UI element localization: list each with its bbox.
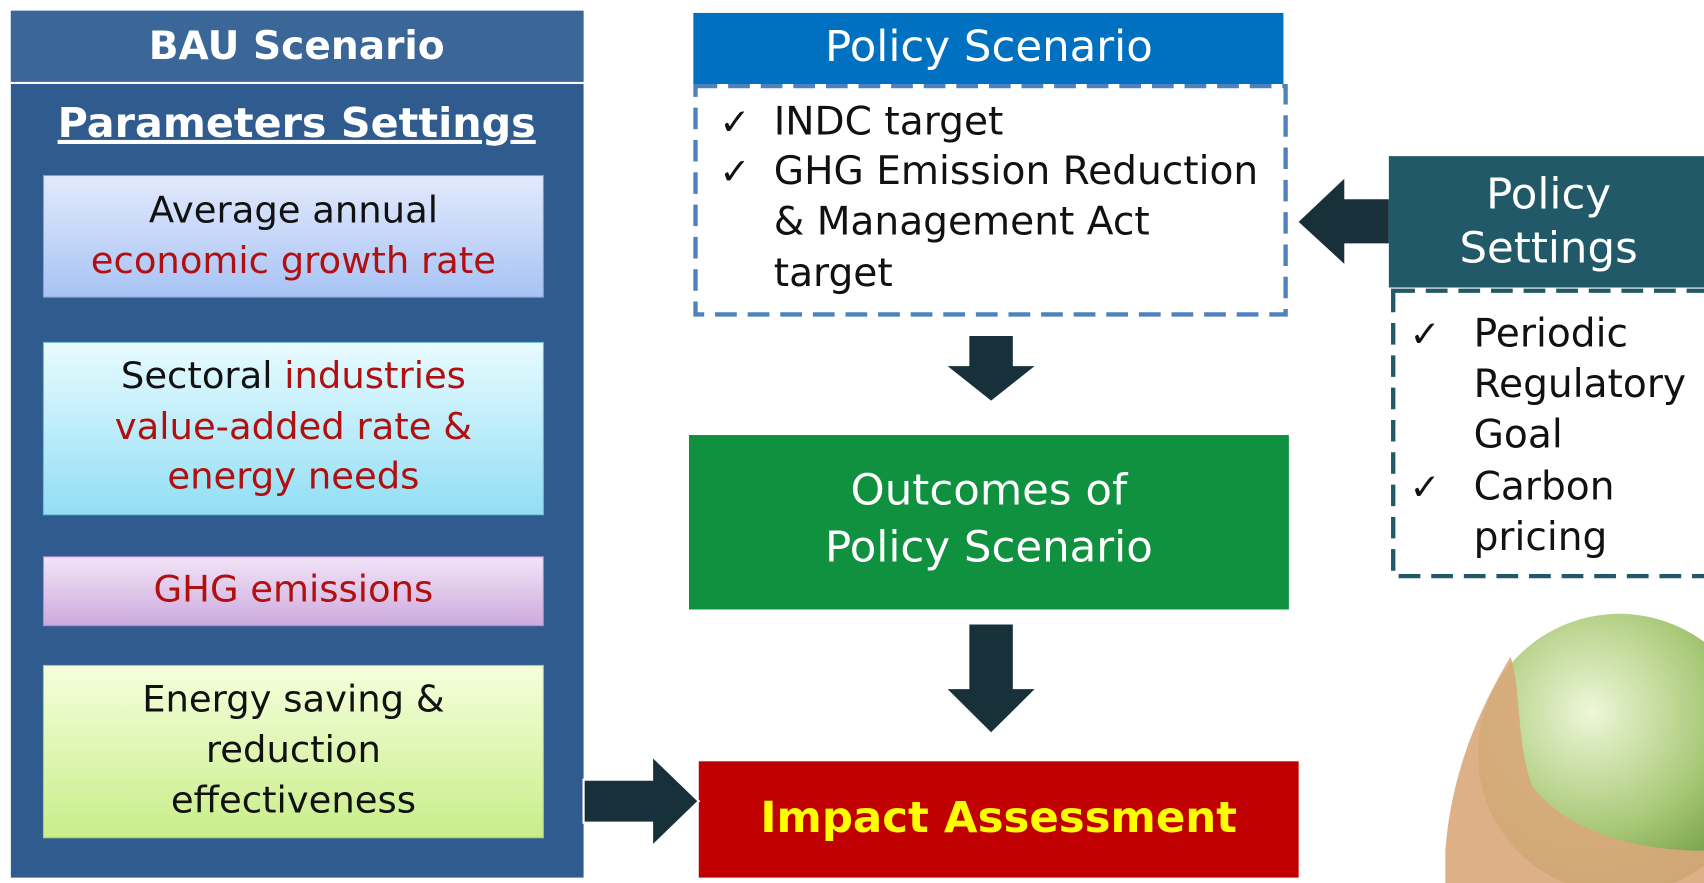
item-text: Carbon bbox=[1474, 464, 1615, 509]
arrow bbox=[1299, 179, 1389, 264]
item-text: target bbox=[774, 251, 893, 296]
item-text: Goal bbox=[1474, 413, 1563, 458]
item-text: GHG Emission Reduction bbox=[774, 149, 1258, 194]
policy-scenario-title: Policy Scenario bbox=[825, 22, 1153, 72]
bau-title: BAU Scenario bbox=[149, 24, 445, 69]
page: BAU Scenario Parameters Settings Average… bbox=[0, 0, 1704, 883]
arrow bbox=[948, 625, 1035, 733]
bullet: ✓ bbox=[719, 150, 750, 193]
item-text: & Management Act bbox=[774, 200, 1150, 245]
arrow bbox=[584, 756, 699, 846]
outcomes-text: Policy Scenario bbox=[825, 523, 1153, 573]
param-text-part: industries bbox=[284, 353, 466, 396]
item-text: Periodic bbox=[1474, 312, 1628, 357]
param-text: effectiveness bbox=[171, 779, 416, 822]
arrow bbox=[948, 336, 1035, 401]
policy-settings-title: Policy bbox=[1486, 170, 1611, 220]
item-text: Regulatory bbox=[1474, 362, 1686, 407]
item-text: pricing bbox=[1474, 515, 1608, 560]
bullet: ✓ bbox=[1409, 465, 1440, 508]
param-text: Average annual bbox=[149, 189, 438, 232]
impact-title: Impact Assessment bbox=[760, 793, 1237, 843]
bau-subtitle: Parameters Settings bbox=[58, 99, 536, 147]
globe-illustration bbox=[1445, 614, 1704, 883]
param-text: reduction bbox=[206, 728, 381, 771]
diagram: BAU Scenario Parameters Settings Average… bbox=[0, 0, 1704, 883]
item-text: INDC target bbox=[774, 99, 1004, 144]
param-text-part: Sectoral bbox=[121, 353, 273, 396]
bullet: ✓ bbox=[1409, 313, 1440, 356]
outcomes-text: Outcomes of bbox=[851, 466, 1129, 516]
param-text: GHG emissions bbox=[154, 568, 434, 611]
param-text: Sectoral industries bbox=[121, 353, 466, 396]
policy-settings-title: Settings bbox=[1459, 224, 1637, 274]
param-text: value-added rate & bbox=[115, 405, 472, 448]
bullet: ✓ bbox=[719, 100, 750, 143]
param-text: economic growth rate bbox=[91, 239, 496, 282]
param-text: Energy saving & bbox=[142, 678, 444, 721]
param-text: energy needs bbox=[167, 455, 419, 498]
